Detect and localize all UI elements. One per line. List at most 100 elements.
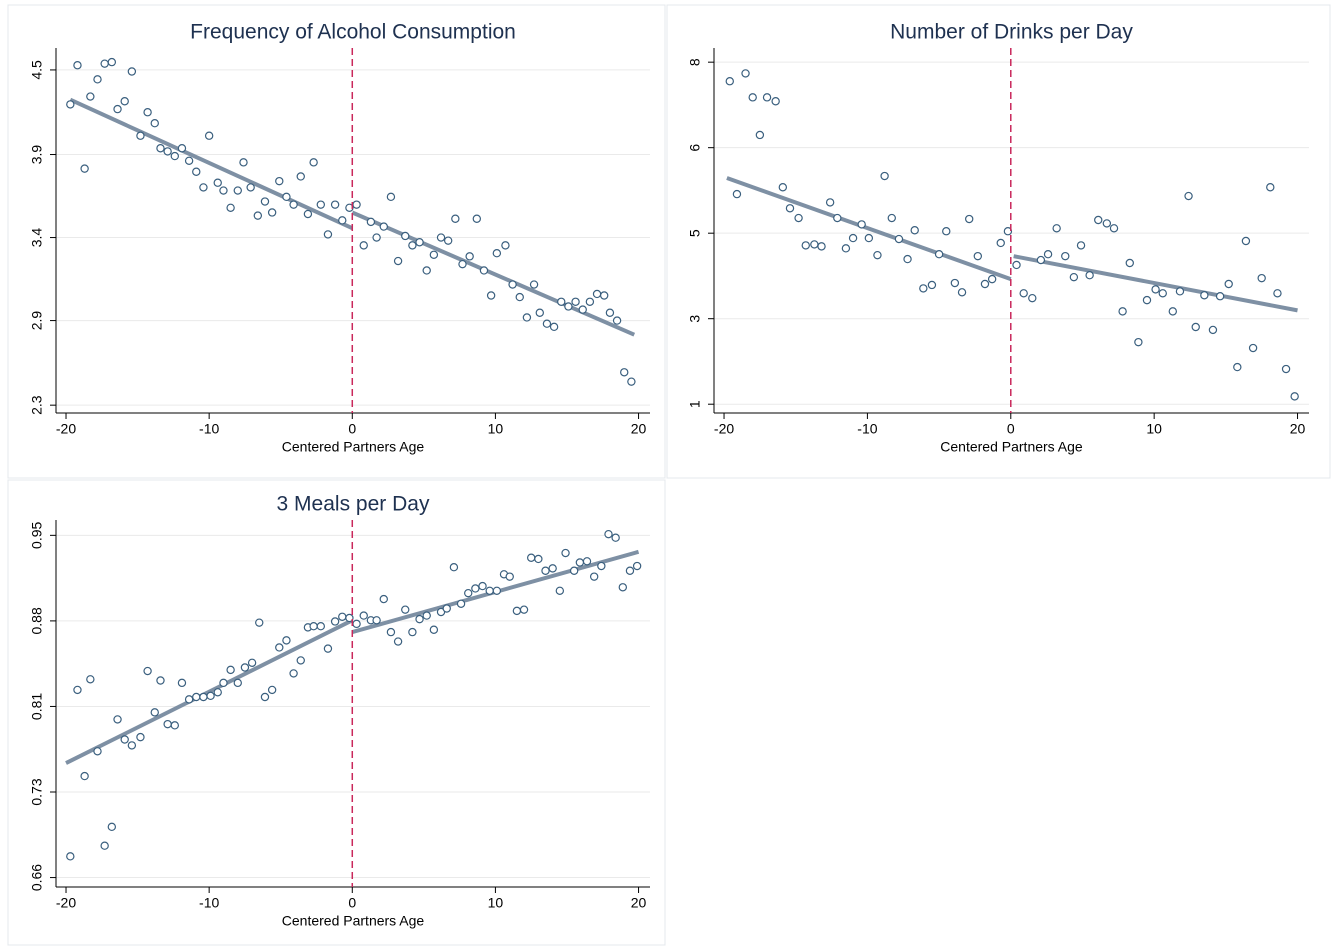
fit-line bbox=[69, 97, 354, 230]
x-tick-label: -20 bbox=[56, 895, 76, 911]
point bbox=[316, 200, 325, 209]
point bbox=[478, 581, 487, 591]
point bbox=[585, 297, 595, 306]
point bbox=[449, 563, 459, 572]
point bbox=[1233, 362, 1242, 372]
y-tick-label: 0.95 bbox=[29, 522, 45, 549]
point bbox=[323, 644, 333, 653]
point bbox=[66, 852, 75, 861]
point bbox=[246, 183, 255, 192]
point bbox=[1215, 292, 1225, 301]
point bbox=[275, 176, 284, 186]
point bbox=[755, 130, 765, 140]
point bbox=[592, 289, 602, 299]
point bbox=[240, 663, 250, 672]
point bbox=[451, 214, 460, 223]
point bbox=[501, 241, 510, 250]
point bbox=[275, 643, 284, 652]
point bbox=[1109, 224, 1119, 233]
point bbox=[597, 561, 606, 571]
point bbox=[415, 238, 424, 247]
point bbox=[66, 100, 75, 109]
point bbox=[618, 583, 628, 592]
point bbox=[1036, 255, 1046, 265]
point bbox=[825, 198, 835, 207]
x-tick-label: -10 bbox=[857, 421, 877, 437]
point bbox=[143, 666, 152, 676]
point bbox=[163, 147, 172, 156]
point bbox=[604, 529, 613, 539]
point bbox=[136, 131, 145, 140]
point bbox=[1151, 285, 1160, 294]
point bbox=[1241, 236, 1251, 246]
point bbox=[73, 61, 82, 70]
point bbox=[519, 605, 529, 614]
point bbox=[1158, 289, 1167, 298]
point bbox=[549, 322, 559, 332]
point bbox=[492, 249, 502, 258]
point bbox=[316, 622, 325, 631]
point bbox=[206, 691, 215, 701]
point bbox=[973, 251, 983, 261]
point bbox=[561, 548, 570, 558]
point bbox=[143, 108, 152, 117]
point bbox=[1061, 251, 1070, 261]
point bbox=[1257, 273, 1266, 283]
x-tick-label: -20 bbox=[714, 421, 734, 437]
panel bbox=[7, 479, 666, 946]
point bbox=[569, 566, 579, 575]
point bbox=[429, 250, 439, 259]
point bbox=[508, 280, 517, 289]
point bbox=[120, 735, 129, 744]
point bbox=[527, 553, 536, 562]
fit-line bbox=[351, 210, 636, 337]
point bbox=[564, 302, 573, 311]
point bbox=[219, 186, 228, 195]
point bbox=[184, 695, 194, 704]
point bbox=[589, 572, 599, 581]
x-tick-label: 20 bbox=[631, 421, 647, 437]
point bbox=[170, 721, 179, 730]
point bbox=[323, 230, 333, 239]
point bbox=[880, 171, 889, 181]
fit-line bbox=[726, 176, 1012, 282]
point bbox=[372, 233, 381, 242]
x-tick-label: 10 bbox=[1146, 421, 1162, 437]
x-tick-label: 10 bbox=[488, 421, 504, 437]
point bbox=[472, 214, 482, 223]
point bbox=[226, 203, 235, 212]
point bbox=[309, 622, 318, 631]
point bbox=[1012, 260, 1021, 270]
point bbox=[748, 93, 757, 102]
point bbox=[239, 158, 248, 167]
x-tick-label: 20 bbox=[1290, 421, 1306, 437]
y-tick-label: 2.9 bbox=[29, 311, 45, 331]
point bbox=[1094, 215, 1103, 225]
point bbox=[372, 616, 381, 625]
point bbox=[627, 377, 636, 386]
point bbox=[833, 213, 842, 223]
point bbox=[1248, 343, 1258, 353]
point bbox=[282, 192, 291, 202]
point bbox=[352, 619, 361, 629]
point bbox=[1134, 337, 1143, 347]
point bbox=[443, 236, 453, 245]
point bbox=[957, 288, 967, 297]
point bbox=[100, 841, 109, 850]
point bbox=[393, 637, 403, 646]
point bbox=[996, 238, 1005, 248]
x-axis-label: Centered Partners Age bbox=[282, 913, 425, 929]
x-tick-label: 20 bbox=[631, 895, 647, 911]
point bbox=[107, 822, 117, 832]
point bbox=[817, 242, 826, 251]
point bbox=[1208, 325, 1218, 335]
point bbox=[1003, 227, 1013, 236]
point bbox=[366, 217, 376, 227]
point bbox=[934, 249, 944, 259]
y-tick-label: 6 bbox=[687, 144, 703, 152]
point bbox=[247, 658, 257, 667]
point bbox=[386, 627, 396, 637]
point bbox=[156, 676, 165, 685]
point bbox=[192, 167, 201, 176]
point bbox=[379, 222, 388, 231]
